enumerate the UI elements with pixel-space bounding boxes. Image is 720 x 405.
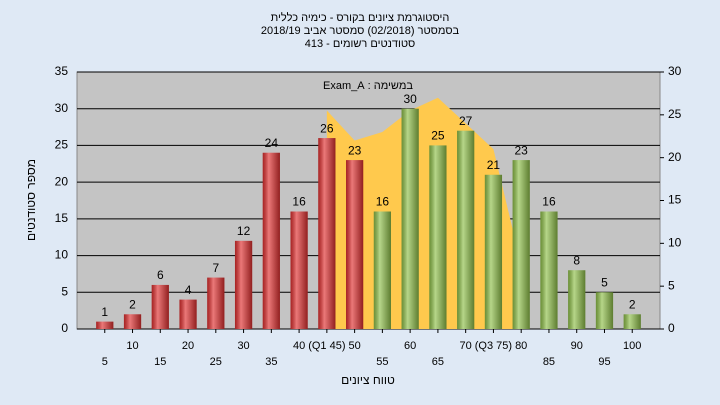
- value-label: 23: [515, 143, 529, 157]
- value-label: 26: [320, 121, 334, 135]
- bar-shade: [346, 160, 364, 329]
- x-tick-label: 5: [102, 356, 108, 368]
- value-label: 16: [376, 195, 390, 209]
- bar-shade: [568, 270, 586, 329]
- bar-shade: [429, 145, 447, 329]
- x-axis-label: טווח ציונים: [341, 373, 395, 387]
- x-tick-label: 40: [293, 340, 305, 352]
- bar-shade: [123, 314, 142, 329]
- y-tick-label: 15: [55, 211, 69, 225]
- value-label: 1: [101, 305, 108, 319]
- bar-shade: [623, 314, 641, 329]
- x-tick-label: (Q3 75): [475, 340, 512, 352]
- value-label: 5: [601, 275, 608, 289]
- value-label: 2: [629, 297, 636, 311]
- value-label: 6: [157, 268, 164, 282]
- value-label: 8: [573, 253, 580, 267]
- value-label: 16: [542, 195, 556, 209]
- value-label: 30: [403, 92, 417, 106]
- x-tick-label: 55: [376, 356, 388, 368]
- value-label: 2: [129, 297, 136, 311]
- x-tick-label: 30: [237, 340, 249, 352]
- x-tick-label: 20: [182, 340, 194, 352]
- chart-title: סטודנטים רשומים - 413: [305, 38, 416, 50]
- x-tick-label: 95: [598, 356, 610, 368]
- bar-shade: [484, 174, 503, 329]
- value-label: 7: [212, 261, 219, 275]
- bar-shade: [262, 152, 280, 329]
- value-label: 16: [292, 195, 306, 209]
- x-tick-label: 85: [543, 356, 555, 368]
- bar-shade: [595, 292, 614, 329]
- value-label: 24: [265, 136, 279, 150]
- y2-tick-label: 0: [668, 321, 675, 335]
- y2-tick-label: 25: [668, 107, 682, 121]
- y-tick-label: 35: [55, 64, 69, 78]
- y2-tick-label: 15: [668, 193, 682, 207]
- x-tick-label: 60: [404, 340, 416, 352]
- x-tick-label: 80: [515, 340, 527, 352]
- y-axis-label: מספר סטודנטים: [24, 159, 38, 241]
- chart-title: בסמסטר (02/2018) סמסטר אביב 2018/19: [261, 25, 460, 37]
- y-tick-label: 5: [61, 284, 68, 298]
- x-tick-label: 35: [265, 356, 277, 368]
- x-tick-label: 50: [348, 340, 360, 352]
- y2-tick-label: 20: [668, 150, 682, 164]
- bar-shade: [179, 299, 197, 329]
- bar-shade: [318, 138, 336, 329]
- x-tick-label: 70: [460, 340, 472, 352]
- bar-shade: [290, 211, 308, 329]
- value-label: 12: [237, 224, 251, 238]
- y-tick-label: 30: [55, 101, 69, 115]
- bar-shade: [151, 284, 169, 329]
- value-label: 4: [185, 283, 192, 297]
- y-tick-label: 0: [61, 321, 68, 335]
- chart-title: היסטוגרמת ציונים בקורס - כימיה כללית: [271, 11, 450, 24]
- y-tick-label: 10: [55, 248, 69, 262]
- bar-shade: [540, 211, 558, 329]
- bar-shade: [401, 108, 419, 329]
- value-label: 23: [348, 143, 362, 157]
- x-tick-label: 10: [126, 340, 138, 352]
- bar-shade: [512, 160, 530, 329]
- x-tick-label: 15: [154, 356, 166, 368]
- x-tick-label: 25: [210, 356, 222, 368]
- x-tick-label: 100: [623, 340, 641, 352]
- bar-shade: [207, 277, 225, 329]
- y-tick-label: 20: [55, 174, 69, 188]
- bar-shade: [234, 240, 253, 329]
- y-tick-label: 25: [55, 138, 69, 152]
- bar-shade: [96, 321, 114, 329]
- x-tick-label: (Q1 45): [308, 340, 345, 352]
- annotation: במשימה : Exam_A: [323, 80, 413, 92]
- bar-shade: [457, 130, 475, 329]
- value-label: 25: [431, 129, 445, 143]
- value-label: 27: [459, 114, 473, 128]
- y2-tick-label: 30: [668, 64, 682, 78]
- x-tick-label: 90: [571, 340, 583, 352]
- y2-tick-label: 5: [668, 278, 675, 292]
- y2-tick-label: 10: [668, 236, 682, 250]
- bar-shade: [373, 211, 391, 329]
- x-tick-label: 65: [432, 356, 444, 368]
- value-label: 21: [487, 158, 501, 172]
